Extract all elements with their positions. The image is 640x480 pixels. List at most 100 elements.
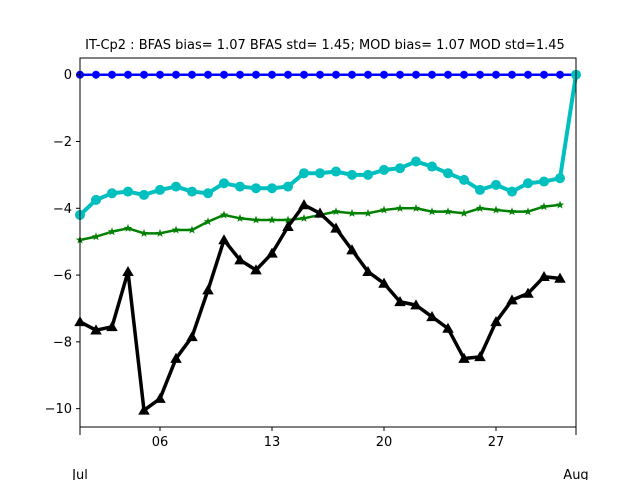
data-point <box>523 207 533 216</box>
data-point <box>316 70 324 79</box>
data-point <box>172 70 180 79</box>
data-point <box>556 70 564 79</box>
series-layer <box>74 69 581 415</box>
data-point <box>346 244 358 255</box>
data-point <box>252 70 260 79</box>
data-point <box>298 199 310 210</box>
data-point <box>364 70 372 79</box>
data-point <box>186 331 198 342</box>
data-point <box>171 181 181 192</box>
data-point <box>314 207 326 218</box>
data-point <box>507 207 517 216</box>
data-point <box>538 270 550 282</box>
data-point <box>411 156 421 167</box>
x-tick-label: 27 <box>488 435 505 450</box>
data-point <box>300 70 308 79</box>
data-point <box>266 247 278 258</box>
data-point <box>106 321 118 332</box>
data-point <box>427 207 437 216</box>
data-point <box>348 70 356 79</box>
x-month-label: Jul <box>71 468 88 480</box>
series-line <box>78 203 562 413</box>
data-point <box>396 70 404 79</box>
y-tick-label: −10 <box>45 402 72 417</box>
data-point <box>251 183 261 194</box>
data-point <box>443 207 453 216</box>
data-point <box>379 164 389 175</box>
data-point <box>140 70 148 79</box>
data-point <box>363 208 373 217</box>
data-point <box>458 352 470 363</box>
chart-title: IT-Cp2 : BFAS bias= 1.07 BFAS std= 1.45;… <box>85 38 565 53</box>
data-point <box>219 178 229 189</box>
data-point <box>170 352 182 363</box>
data-point <box>411 203 421 212</box>
data-point <box>268 70 276 79</box>
data-point <box>107 227 117 236</box>
data-point <box>203 188 213 199</box>
data-point <box>92 70 100 79</box>
series-line <box>78 72 578 217</box>
data-point <box>395 163 405 174</box>
data-point <box>475 184 485 195</box>
data-point <box>508 70 516 79</box>
data-point <box>539 202 549 211</box>
data-point <box>235 213 245 222</box>
data-point <box>187 186 197 197</box>
data-point <box>154 392 166 403</box>
data-series <box>75 69 581 220</box>
data-point <box>155 184 165 195</box>
data-point <box>475 203 485 212</box>
data-point <box>555 200 565 209</box>
data-point <box>460 70 468 79</box>
data-point <box>91 232 101 241</box>
data-point <box>123 223 133 232</box>
data-point <box>554 272 566 283</box>
data-point <box>394 296 406 307</box>
data-point <box>156 70 164 79</box>
data-point <box>220 70 228 79</box>
data-point <box>555 173 565 184</box>
data-point <box>267 183 277 194</box>
data-point <box>459 174 469 185</box>
data-point <box>426 311 438 322</box>
data-point <box>139 189 149 200</box>
data-point <box>299 213 309 222</box>
x-tick-label: 20 <box>376 435 393 450</box>
y-tick-label: −6 <box>53 269 72 284</box>
data-point <box>476 70 484 79</box>
data-point <box>188 70 196 79</box>
data-point <box>363 169 373 180</box>
data-point <box>444 70 452 79</box>
data-point <box>90 324 102 335</box>
y-tick-label: 0 <box>64 68 72 83</box>
plot-area-frame <box>79 57 577 428</box>
data-point <box>107 188 117 199</box>
data-point <box>474 351 486 362</box>
data-point <box>378 277 390 288</box>
data-point <box>299 168 309 179</box>
data-point <box>380 70 388 79</box>
data-point <box>218 234 230 245</box>
data-point <box>108 70 116 79</box>
y-tick-label: −2 <box>53 135 72 150</box>
data-point <box>138 404 150 415</box>
data-point <box>443 168 453 179</box>
data-point <box>523 178 533 189</box>
data-point <box>155 228 165 237</box>
data-point <box>124 70 132 79</box>
data-point <box>347 208 357 217</box>
data-point <box>315 168 325 179</box>
data-point <box>171 225 181 234</box>
data-point <box>507 186 517 197</box>
data-point <box>204 70 212 79</box>
data-series <box>74 199 566 415</box>
data-point <box>267 215 277 224</box>
data-point <box>491 205 501 214</box>
data-point <box>442 322 454 333</box>
data-point <box>283 181 293 192</box>
data-point <box>427 161 437 172</box>
data-point <box>91 194 101 205</box>
x-month-label: Aug <box>563 468 588 480</box>
